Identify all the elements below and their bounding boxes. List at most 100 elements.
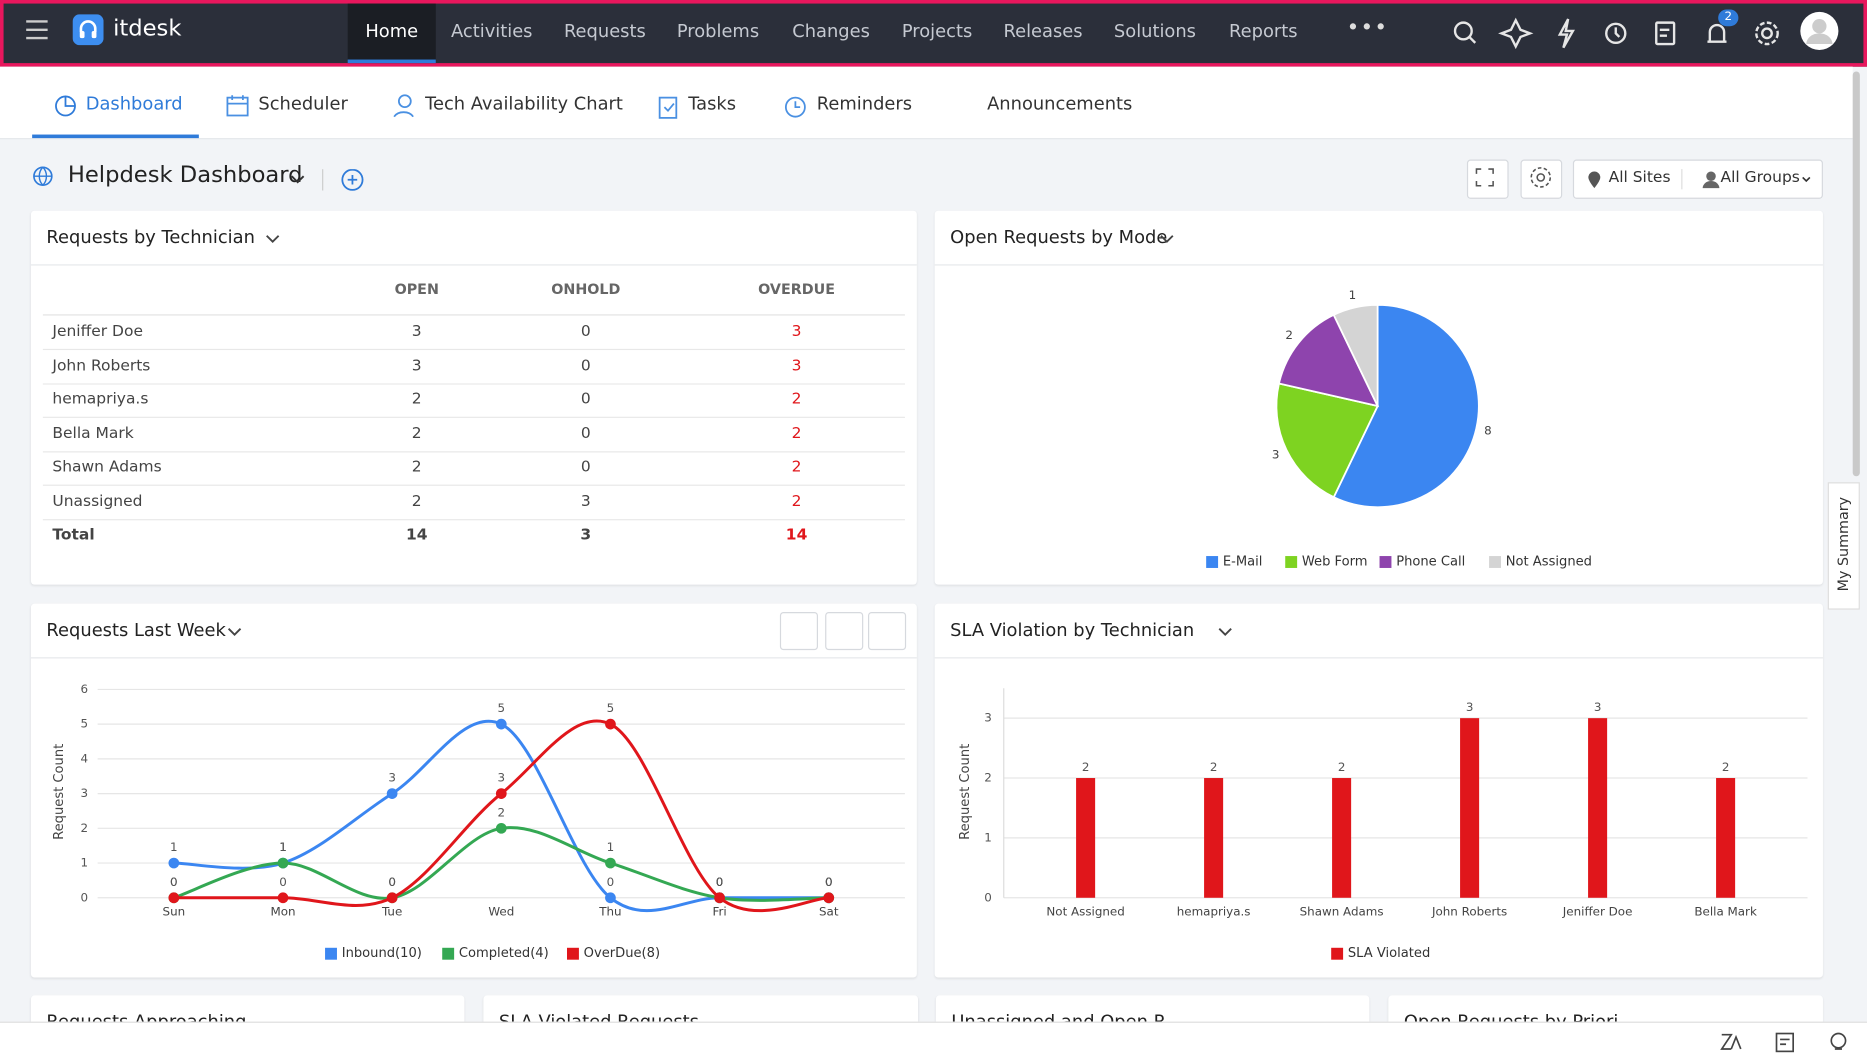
nav-item[interactable]: Activities xyxy=(451,20,533,42)
logo-text[interactable]: itdesk xyxy=(113,15,182,42)
nav-item[interactable]: Reports xyxy=(1229,20,1298,42)
nav-item[interactable]: Changes xyxy=(792,20,870,42)
data-label: 3 xyxy=(498,771,506,785)
filter-icons xyxy=(1588,171,1811,189)
widget-title[interactable]: Open Requests by Mode xyxy=(950,226,1168,248)
nav-item[interactable]: Home xyxy=(347,3,436,64)
row-divider xyxy=(42,416,905,418)
sidebar-label[interactable]: My Summary xyxy=(1834,496,1852,592)
legend-label[interactable]: Phone Call xyxy=(1396,555,1465,570)
title-chevron xyxy=(266,235,280,244)
data-point[interactable] xyxy=(386,788,398,799)
bar[interactable] xyxy=(1588,718,1608,898)
x-tick-label: Bella Mark xyxy=(1694,905,1757,919)
table-cell: 3 xyxy=(580,492,591,511)
data-label: 3 xyxy=(388,771,396,785)
bar[interactable] xyxy=(1076,778,1096,898)
refresh-button[interactable] xyxy=(825,612,864,651)
pie-slice[interactable] xyxy=(1332,303,1480,509)
bar[interactable] xyxy=(1716,778,1736,898)
nav-item[interactable]: Problems xyxy=(676,20,760,42)
avatar[interactable] xyxy=(1799,11,1839,51)
data-point[interactable] xyxy=(495,822,507,834)
top-bar: itdesk Home Activities Requests Problems Cha… xyxy=(0,0,1867,67)
data-point[interactable] xyxy=(277,857,289,869)
groups-filter[interactable]: All Groups xyxy=(1720,169,1800,187)
tab[interactable]: Tasks xyxy=(688,92,737,115)
legend-label[interactable]: Not Assigned xyxy=(1506,555,1592,570)
divider xyxy=(1681,169,1683,190)
button-icons xyxy=(1475,167,1552,188)
nav-item[interactable]: Projects xyxy=(901,20,973,42)
data-point[interactable] xyxy=(714,892,725,904)
legend-label[interactable]: OverDue(8) xyxy=(584,946,660,961)
filter-dropdown[interactable]: All Sites All Groups xyxy=(1572,159,1823,199)
nav-item[interactable]: Releases xyxy=(1003,20,1083,42)
widget-title[interactable]: Requests Last Week xyxy=(46,619,226,641)
sites-filter[interactable]: All Sites xyxy=(1608,169,1671,187)
x-tick-label: Tue xyxy=(381,905,402,919)
tab[interactable]: Tech Availability Chart xyxy=(425,92,623,115)
data-point[interactable] xyxy=(605,718,616,730)
more-icon[interactable]: ••• xyxy=(1346,15,1389,41)
bar[interactable] xyxy=(1332,778,1352,898)
tab[interactable]: Reminders xyxy=(816,92,913,115)
title-chevron xyxy=(227,628,241,636)
divider xyxy=(934,657,1823,659)
data-point[interactable] xyxy=(495,788,507,799)
settings-button[interactable] xyxy=(1520,159,1563,199)
tab[interactable]: Dashboard xyxy=(85,92,183,115)
bar[interactable] xyxy=(1204,778,1224,898)
expand-button[interactable] xyxy=(779,612,819,651)
y-tick-label: 6 xyxy=(81,682,89,696)
data-point[interactable] xyxy=(386,892,398,904)
x-tick-label: Thu xyxy=(598,905,621,919)
legend-label[interactable]: Inbound(10) xyxy=(342,946,422,961)
legend-label[interactable]: Completed(4) xyxy=(459,946,549,961)
fullscreen-button[interactable] xyxy=(1466,159,1509,199)
chart-type-button[interactable] xyxy=(868,612,907,651)
legend-label[interactable]: Web Form xyxy=(1302,555,1368,570)
data-label: 3 xyxy=(1594,700,1602,714)
pie-slice[interactable] xyxy=(1277,313,1380,408)
data-label: 2 xyxy=(1722,760,1730,774)
pie-slice[interactable] xyxy=(1332,303,1379,407)
menu-icon[interactable] xyxy=(25,19,49,40)
widget-title[interactable]: SLA Violation by Technician xyxy=(950,619,1195,641)
tab[interactable]: Announcements xyxy=(987,92,1133,115)
sidebar-tab[interactable]: My Summary xyxy=(1827,482,1860,610)
data-point[interactable] xyxy=(495,718,507,730)
nav-item[interactable]: Solutions xyxy=(1113,20,1196,42)
data-point[interactable] xyxy=(605,892,616,904)
legend-label[interactable]: SLA Violated xyxy=(1348,946,1430,961)
pie-slice[interactable] xyxy=(1275,382,1379,499)
column-header: OPEN xyxy=(394,281,439,298)
table-cell: 0 xyxy=(580,390,591,409)
table-cell: 3 xyxy=(580,526,592,545)
bar[interactable] xyxy=(1460,718,1480,898)
row-label: Total xyxy=(52,526,95,545)
legend-label[interactable]: E-Mail xyxy=(1223,555,1263,570)
table-cell: 14 xyxy=(785,526,808,545)
data-point[interactable] xyxy=(823,892,835,904)
data-point[interactable] xyxy=(605,857,616,869)
y-tick-label: 2 xyxy=(984,771,992,785)
title-controls[interactable] xyxy=(289,169,365,193)
dashboard-title[interactable]: Helpdesk Dashboard xyxy=(67,161,303,189)
bottom-icons[interactable] xyxy=(1715,1030,1858,1054)
data-point[interactable] xyxy=(168,857,180,869)
data-label: 1 xyxy=(279,840,287,854)
table-cell: 0 xyxy=(580,356,591,375)
row-label: Unassigned xyxy=(52,492,143,511)
data-point[interactable] xyxy=(277,892,289,904)
pie-widget: Open Requests by Mode 8 3 2 1 E-Mail Web Form… xyxy=(934,210,1823,585)
tab-underline xyxy=(32,134,199,139)
tab[interactable]: Scheduler xyxy=(258,92,348,115)
data-label: 0 xyxy=(825,875,833,889)
nav-item[interactable]: Requests xyxy=(563,20,646,42)
toolbar-icons[interactable] xyxy=(1444,15,1789,51)
table-cell: 2 xyxy=(791,424,802,443)
row-label: Shawn Adams xyxy=(52,458,162,477)
data-point[interactable] xyxy=(168,892,180,904)
widget-title[interactable]: Requests by Technician xyxy=(46,226,255,248)
